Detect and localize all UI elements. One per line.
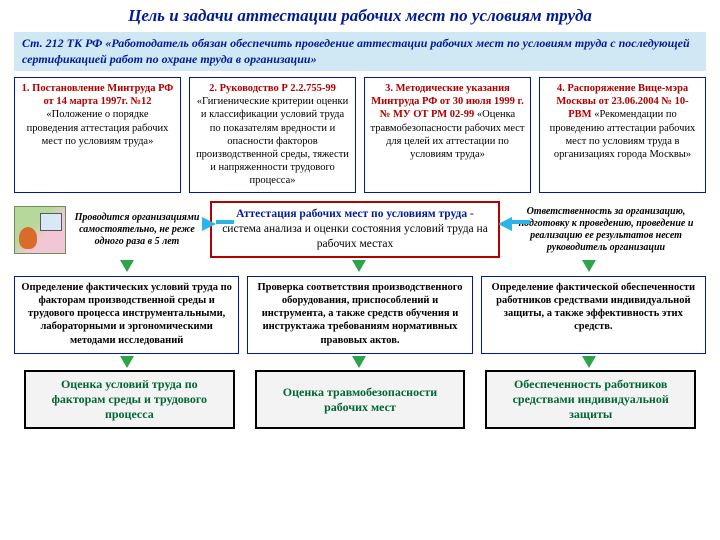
law-citation: Ст. 212 ТК РФ «Работодатель обязан обесп… bbox=[14, 32, 706, 71]
middle-row: Проводится организациями самостоятельно,… bbox=[0, 193, 720, 260]
doc-box-2: 2. Руководство Р 2.2.755-99 «Гигиеническ… bbox=[189, 77, 356, 193]
doc-box-3: 3. Методические указания Минтруда РФ от … bbox=[364, 77, 531, 193]
definition-box: Аттестация рабочих мест по условиям труд… bbox=[210, 201, 500, 258]
descriptions-row: Определение фактических условий труда по… bbox=[0, 274, 720, 356]
arrow-row-2 bbox=[0, 356, 720, 370]
arrow-down-icon bbox=[352, 356, 366, 368]
doc-body: «Гигиенические критерии оценки и классиф… bbox=[196, 96, 349, 186]
final-box-3: Обеспеченность работников средствами инд… bbox=[485, 370, 696, 429]
doc-title: 2. Руководство Р 2.2.755-99 bbox=[209, 83, 336, 94]
arrow-left-icon bbox=[498, 217, 512, 231]
frequency-note: Проводится организациями самостоятельно,… bbox=[70, 212, 204, 248]
desc-box-3: Определение фактической обеспеченности р… bbox=[481, 276, 706, 354]
final-box-2: Оценка травмобезопасности рабочих мест bbox=[255, 370, 466, 429]
desc-box-2: Проверка соответствия производственного … bbox=[247, 276, 472, 354]
desc-box-1: Определение фактических условий труда по… bbox=[14, 276, 239, 354]
arrow-down-icon bbox=[120, 260, 134, 272]
documents-row: 1. Постановление Минтруда РФ от 14 марта… bbox=[0, 77, 720, 193]
page-title: Цель и задачи аттестации рабочих мест по… bbox=[0, 0, 720, 30]
final-row: Оценка условий труда по факторам среды и… bbox=[0, 370, 720, 429]
doc-box-4: 4. Распоряжение Вице-мэра Москвы от 23.0… bbox=[539, 77, 706, 193]
responsibility-note: Ответственность за организацию, подготов… bbox=[506, 206, 706, 254]
arrow-down-icon bbox=[582, 260, 596, 272]
arrow-tail bbox=[512, 220, 530, 224]
definition-title: Аттестация рабочих мест по условиям труд… bbox=[236, 208, 467, 220]
arrow-down-icon bbox=[352, 260, 366, 272]
illustration-icon bbox=[14, 206, 66, 254]
final-box-1: Оценка условий труда по факторам среды и… bbox=[24, 370, 235, 429]
doc-title: 1. Постановление Минтруда РФ от 14 марта… bbox=[22, 83, 174, 107]
arrow-right-icon bbox=[202, 217, 216, 231]
arrow-down-icon bbox=[120, 356, 134, 368]
doc-body: «Положение о порядке проведения аттестац… bbox=[27, 109, 169, 146]
arrow-tail bbox=[216, 220, 234, 224]
doc-box-1: 1. Постановление Минтруда РФ от 14 марта… bbox=[14, 77, 181, 193]
arrow-row-1 bbox=[0, 260, 720, 274]
arrow-down-icon bbox=[582, 356, 596, 368]
